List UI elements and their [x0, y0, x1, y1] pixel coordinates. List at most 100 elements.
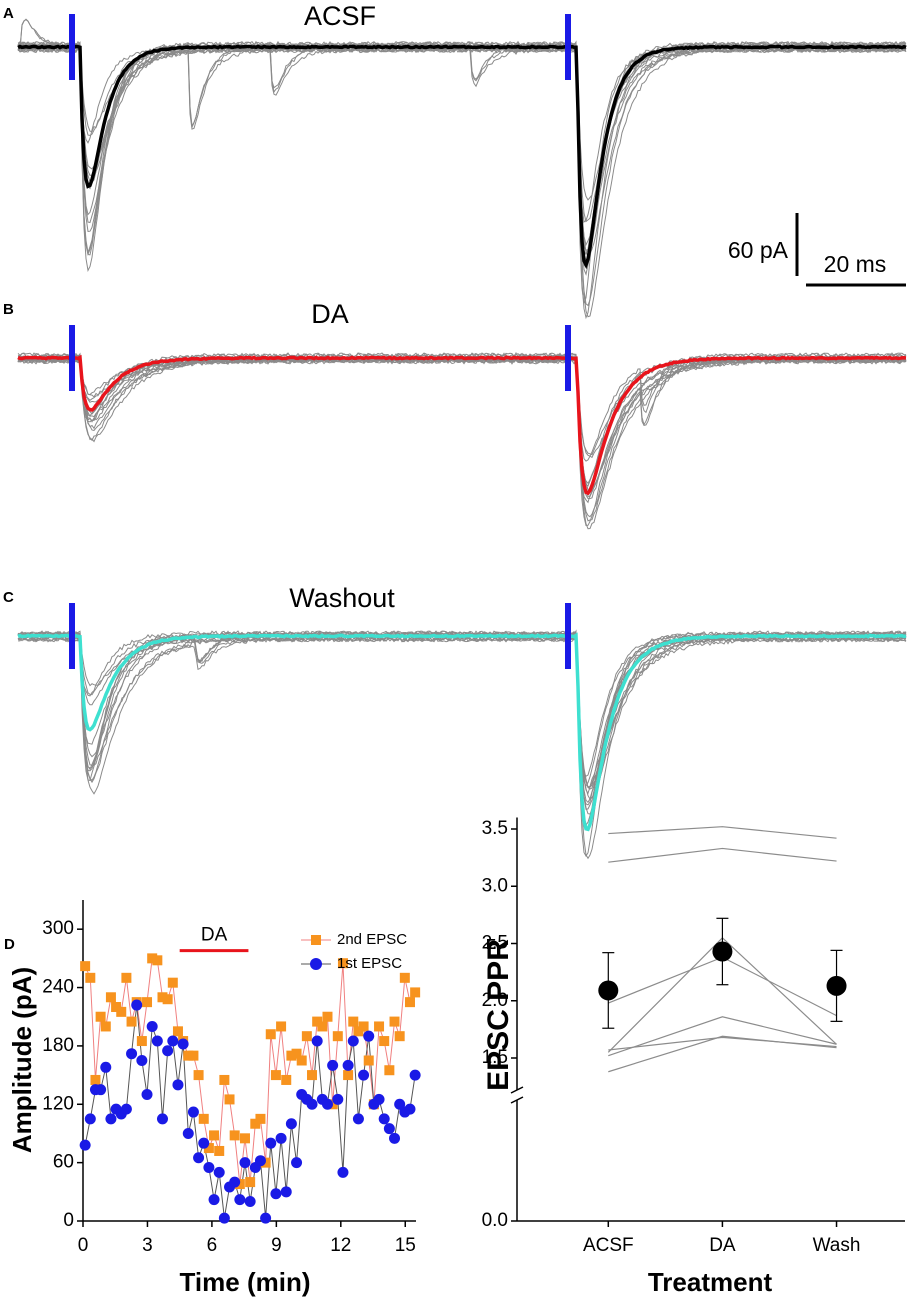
data-point	[389, 1132, 401, 1144]
data-point	[167, 1035, 179, 1047]
sweep-trace	[18, 636, 907, 806]
data-point	[260, 1157, 271, 1168]
x-axis-title: Treatment	[648, 1267, 773, 1297]
sweep-trace	[17, 41, 907, 256]
data-point	[167, 977, 178, 988]
data-point	[311, 1035, 323, 1047]
data-point	[183, 1050, 194, 1061]
sweep-trace	[17, 357, 907, 504]
data-point	[275, 1132, 287, 1144]
data-point	[291, 1048, 302, 1059]
data-point	[239, 1133, 250, 1144]
sweep-trace	[17, 47, 907, 304]
panel-letter: A	[3, 5, 14, 22]
data-point	[410, 987, 421, 998]
data-point	[342, 1059, 354, 1071]
y-tick-label: 60	[53, 1152, 74, 1173]
sweep-trace	[17, 635, 907, 787]
x-tick-label: 12	[330, 1235, 351, 1256]
data-point	[126, 1016, 137, 1027]
data-point	[306, 1098, 318, 1110]
data-point	[126, 1048, 138, 1060]
y-axis-title: EPSC PPR	[482, 939, 515, 1091]
data-point	[187, 1106, 199, 1118]
data-point	[296, 1055, 307, 1066]
individual-line	[608, 1016, 837, 1057]
data-point	[301, 1031, 312, 1042]
data-point	[146, 1020, 158, 1032]
data-point	[332, 1093, 344, 1105]
data-point	[321, 1098, 333, 1110]
data-point	[384, 1065, 395, 1076]
legend-marker	[311, 935, 321, 945]
data-point	[270, 1070, 281, 1081]
sweep-trace	[17, 356, 907, 518]
data-point	[203, 1143, 214, 1154]
data-point	[177, 1038, 189, 1050]
data-point	[208, 1194, 220, 1206]
mean-point	[826, 975, 847, 996]
data-point	[312, 1016, 323, 1027]
data-point	[84, 1113, 96, 1125]
data-point	[136, 1055, 148, 1066]
data-point	[250, 1118, 261, 1129]
sweep-trace	[17, 358, 907, 522]
data-point	[214, 1145, 225, 1156]
data-point	[379, 1036, 390, 1047]
stimulus-marker	[69, 14, 75, 80]
data-point	[105, 992, 116, 1003]
data-point	[389, 1016, 400, 1027]
sweep-trace	[17, 47, 907, 252]
x-tick-label: 6	[207, 1235, 218, 1256]
sweep-trace	[17, 631, 907, 777]
data-point	[276, 1021, 287, 1032]
y-tick-label: 240	[42, 977, 74, 998]
data-point	[291, 1157, 303, 1169]
stimulus-marker	[69, 603, 75, 669]
data-point	[347, 1035, 359, 1047]
data-point	[322, 1011, 333, 1022]
annotation-label: DA	[201, 925, 228, 946]
data-point	[209, 1130, 220, 1141]
data-point	[95, 1084, 107, 1096]
individual-line	[608, 847, 837, 863]
mean-trace	[17, 354, 907, 496]
sweep-trace	[17, 632, 907, 860]
data-point	[162, 994, 173, 1005]
data-point	[172, 1079, 184, 1091]
axis-break	[510, 1086, 524, 1094]
data-point	[198, 1137, 210, 1149]
data-point	[270, 1188, 282, 1200]
panel-letter: B	[3, 301, 14, 318]
data-point	[157, 992, 168, 1003]
data-point	[229, 1130, 240, 1141]
data-point	[147, 953, 158, 964]
data-point	[363, 1030, 375, 1042]
data-point	[121, 972, 132, 983]
scale-label: 60 pA	[728, 237, 789, 263]
sweep-trace	[17, 357, 907, 530]
y-tick-label: 1.5	[482, 1047, 508, 1068]
y-tick-label: 300	[42, 918, 74, 939]
data-point	[244, 1196, 256, 1208]
sweep-trace	[17, 632, 907, 795]
axis-break	[510, 1096, 524, 1104]
y-tick-label: 180	[42, 1035, 74, 1056]
panel-letter: E	[486, 936, 496, 953]
data-point	[229, 1176, 241, 1188]
data-point	[116, 1006, 127, 1017]
sweep-trace	[18, 42, 907, 247]
sweep-trace	[17, 355, 907, 492]
data-point	[131, 999, 143, 1011]
sweep-trace	[17, 42, 907, 201]
scale-label: 20 ms	[824, 251, 887, 277]
data-point	[337, 958, 348, 969]
data-point	[358, 1069, 370, 1081]
sweep-trace	[17, 40, 907, 320]
individual-line	[608, 1035, 837, 1073]
y-tick-label: 3.0	[482, 875, 508, 896]
data-point	[254, 1155, 266, 1167]
data-point	[105, 1113, 117, 1125]
data-point	[224, 1094, 235, 1105]
sweep-trace	[17, 358, 907, 487]
